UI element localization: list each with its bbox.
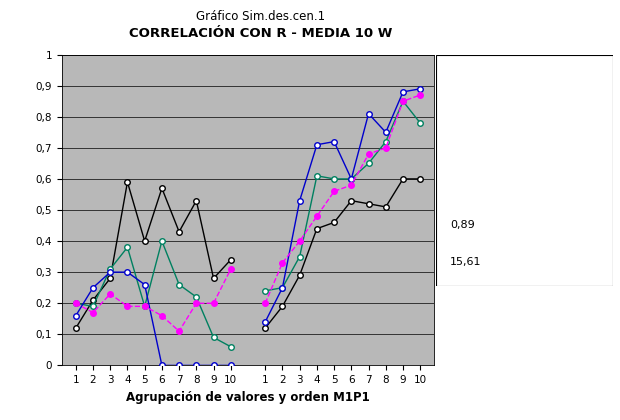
Text: Gráfico Sim.des.cen.1: Gráfico Sim.des.cen.1: [196, 10, 325, 24]
Text: 0,89: 0,89: [450, 220, 475, 230]
Legend: T1-d, X3, X6, W: T1-d, X3, X6, W: [451, 60, 523, 151]
Text: CORRELACIÓN CON R - MEDIA 10 W: CORRELACIÓN CON R - MEDIA 10 W: [129, 27, 392, 40]
X-axis label: Agrupación de valores y orden M1P1: Agrupación de valores y orden M1P1: [126, 391, 370, 404]
Text: 15,61: 15,61: [450, 257, 482, 268]
